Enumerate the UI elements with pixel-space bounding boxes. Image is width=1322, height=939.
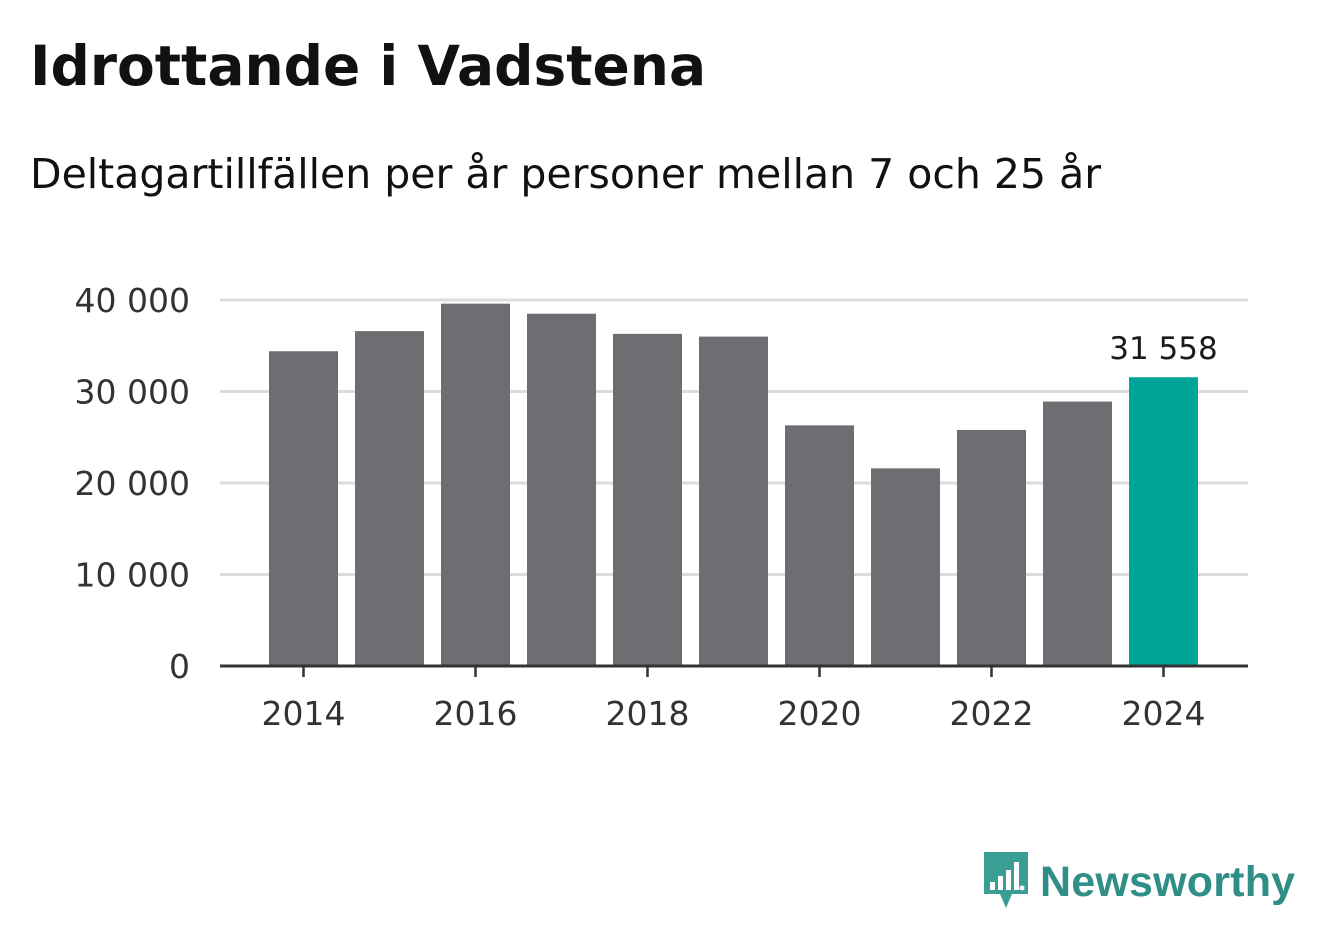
bar-2015	[355, 331, 424, 666]
brand-logo: Newsworthy	[982, 850, 1295, 914]
x-tick-label: 2016	[434, 694, 518, 733]
x-tick-label: 2024	[1122, 694, 1206, 733]
y-tick-label: 30 000	[75, 373, 190, 412]
bar-2018	[613, 333, 682, 666]
bar-2022	[957, 429, 1026, 666]
bar-2016	[441, 303, 510, 666]
chart-title: Idrottande i Vadstena	[30, 34, 707, 98]
x-tick-label: 2018	[606, 694, 690, 733]
x-tick-label: 2020	[778, 694, 862, 733]
y-tick-label: 10 000	[75, 556, 190, 595]
chart-subtitle: Deltagartillfällen per år personer mella…	[30, 150, 1102, 198]
x-tick-label: 2014	[262, 694, 346, 733]
bar-2017	[527, 313, 596, 666]
data-label: 31 558	[1109, 331, 1217, 367]
bar-2019	[699, 336, 768, 666]
x-tick-label: 2022	[950, 694, 1034, 733]
bar-chart-speech-bubble-icon	[982, 850, 1030, 914]
bar-2020	[785, 425, 854, 666]
y-tick-label: 0	[169, 647, 190, 686]
y-tick-label: 40 000	[75, 281, 190, 320]
bar-2023	[1043, 401, 1112, 666]
y-tick-label: 20 000	[75, 464, 190, 503]
bar-2021	[871, 468, 940, 666]
brand-name: Newsworthy	[1040, 857, 1296, 906]
bar-2024	[1129, 377, 1198, 666]
bar-2014	[269, 351, 338, 666]
